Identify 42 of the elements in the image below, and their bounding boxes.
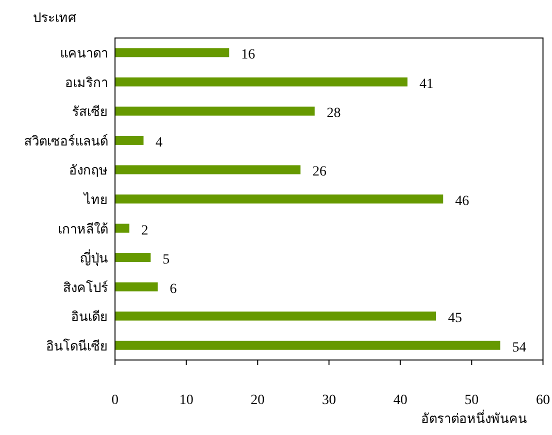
- data-label: 45: [448, 311, 462, 326]
- y-tick-label: อินโดนีเซีย: [46, 338, 108, 354]
- y-axis-title: ประเทศ: [33, 10, 77, 25]
- y-tick-label: อังกฤษ: [69, 162, 108, 178]
- y-tick-label: เกาหลีใต้: [58, 221, 108, 236]
- y-tick-label: ไทย: [83, 192, 108, 207]
- bar: [115, 165, 300, 174]
- bar: [115, 136, 144, 145]
- data-label: 54: [512, 340, 526, 356]
- bar: [115, 253, 151, 262]
- data-label: 26: [312, 164, 326, 180]
- bar: [115, 77, 408, 86]
- x-tick-label: 40: [393, 393, 408, 408]
- data-label: 46: [455, 194, 470, 209]
- y-tick-label: แคนาดา: [60, 46, 108, 61]
- y-tick-label: อเมริกา: [65, 74, 108, 90]
- data-label: 2: [141, 223, 148, 238]
- bar: [115, 282, 158, 292]
- y-tick-label: อินเดีย: [71, 309, 108, 324]
- data-label: 4: [156, 135, 163, 150]
- x-axis-title: อัตราต่อหนึ่งพันคน: [421, 410, 527, 426]
- y-tick-label: รัสเซีย: [72, 104, 108, 120]
- bar: [115, 48, 230, 58]
- bar: [115, 340, 500, 350]
- data-label: 6: [170, 282, 177, 297]
- bar: [115, 106, 315, 116]
- data-label: 41: [419, 76, 434, 92]
- bar: [115, 312, 436, 321]
- x-tick-label: 20: [250, 393, 265, 408]
- bar: [115, 194, 444, 204]
- bar: [115, 224, 130, 233]
- x-tick-label: 0: [112, 393, 118, 408]
- data-label: 5: [162, 252, 170, 268]
- x-tick-label: 60: [536, 393, 550, 408]
- y-tick-label: สิงคโปร์: [63, 280, 108, 295]
- y-tick-label: สวิตเซอร์แลนด์: [24, 133, 108, 148]
- data-label: 16: [241, 48, 256, 63]
- x-tick-label: 10: [179, 393, 194, 408]
- x-tick-label: 30: [322, 393, 336, 408]
- y-tick-label: ญี่ปุ่น: [80, 250, 108, 267]
- x-tick-label: 50: [464, 393, 479, 408]
- data-label: 28: [326, 106, 341, 122]
